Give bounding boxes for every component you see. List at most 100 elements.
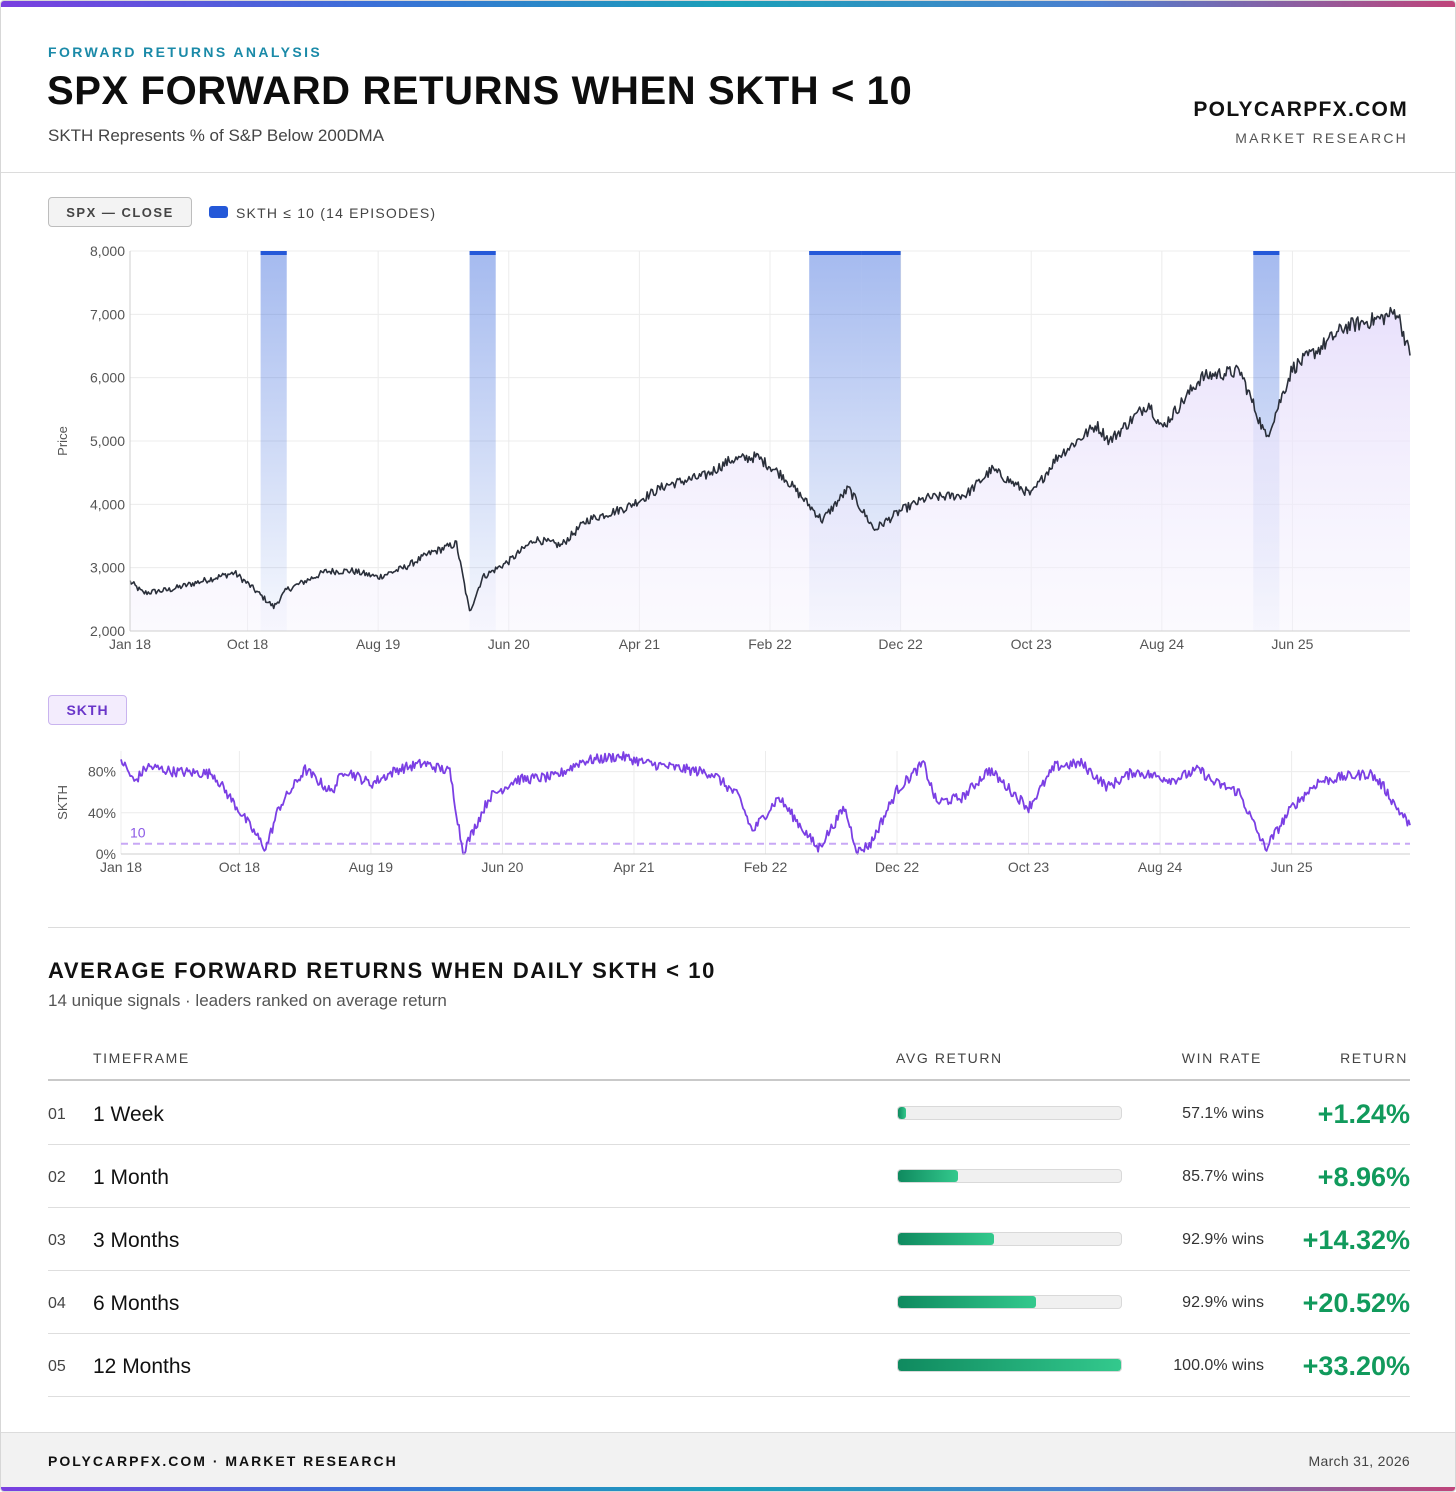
x-tick-label: Oct 23 [1008, 859, 1049, 875]
header-win-rate: WIN RATE [1181, 1050, 1262, 1066]
y-tick-label: 2,000 [90, 623, 125, 639]
avg-return-bar [897, 1232, 1122, 1246]
row-win-rate: 85.7% wins [1182, 1168, 1264, 1185]
row-return: +1.24% [1317, 1099, 1410, 1129]
y-tick-label: 7,000 [90, 306, 125, 322]
brand-subtitle: MARKET RESEARCH [1235, 130, 1408, 146]
threshold-label: 10 [130, 825, 146, 841]
header-avg-return: AVG RETURN [896, 1050, 1003, 1066]
row-rank: 04 [48, 1295, 66, 1312]
table-row: 02 1 Month 85.7% wins +8.96% [48, 1145, 1410, 1208]
page-title: SPX FORWARD RETURNS WHEN SKTH < 10 [47, 69, 913, 113]
row-win-rate: 92.9% wins [1182, 1231, 1264, 1248]
row-timeframe: 3 Months [93, 1229, 180, 1252]
skth-chart: 10 0% 40% 80% Jan 18 Oct 18 Aug 19 Jun 20 Apr 2… [55, 751, 1411, 875]
skth-episode-band-cap [469, 251, 496, 255]
skth-episode-band-cap [260, 251, 287, 255]
y-axis-label: SKTH [55, 785, 70, 820]
y-tick-label: 0% [96, 846, 116, 862]
avg-return-bar-fill [898, 1170, 959, 1182]
footer-date: March 31, 2026 [1308, 1453, 1410, 1469]
table-title: AVERAGE FORWARD RETURNS WHEN DAILY SKTH … [48, 958, 716, 983]
kicker-label: FORWARD RETURNS ANALYSIS [48, 44, 323, 60]
avg-return-bar-fill [898, 1107, 907, 1119]
row-rank: 03 [48, 1232, 66, 1249]
x-tick-label: Apr 21 [613, 859, 654, 875]
row-return: +8.96% [1317, 1162, 1410, 1192]
avg-return-bar [897, 1358, 1122, 1372]
gradient-top-bar [1, 1, 1455, 7]
x-tick-label: Aug 24 [1140, 636, 1185, 652]
row-return: +14.32% [1302, 1225, 1410, 1255]
row-return: +33.20% [1302, 1351, 1410, 1381]
row-timeframe: 1 Week [93, 1103, 164, 1126]
table-subtitle: 14 unique signals · leaders ranked on av… [48, 991, 447, 1010]
table-row: 01 1 Week 57.1% wins +1.24% [48, 1082, 1410, 1145]
y-tick-label: 6,000 [90, 370, 125, 386]
x-tick-label: Jun 25 [1271, 859, 1313, 875]
y-tick-label: 8,000 [90, 243, 125, 259]
avg-return-bar [897, 1169, 1122, 1183]
spx-price-line [129, 306, 1411, 612]
x-tick-label: Jan 18 [109, 636, 151, 652]
row-rank: 05 [48, 1358, 66, 1375]
avg-return-bar-fill [898, 1233, 995, 1245]
y-tick-label: 40% [88, 805, 116, 821]
x-tick-label: Jan 18 [100, 859, 142, 875]
x-tick-label: Oct 18 [227, 636, 268, 652]
y-tick-label: 5,000 [90, 433, 125, 449]
table-header-rule [48, 1079, 1410, 1081]
row-win-rate: 57.1% wins [1182, 1105, 1264, 1122]
episode-legend-swatch [209, 206, 228, 218]
row-win-rate: 92.9% wins [1182, 1294, 1264, 1311]
gradient-bottom-bar [1, 1487, 1455, 1491]
avg-return-bar-fill [898, 1359, 1121, 1371]
x-tick-label: Jun 25 [1271, 636, 1313, 652]
episode-legend-label: SKTH ≤ 10 (14 EPISODES) [236, 205, 437, 221]
x-tick-label: Dec 22 [875, 859, 920, 875]
skth-episode-band [469, 251, 496, 631]
skth-pill[interactable]: SKTH [48, 695, 127, 725]
x-tick-label: Apr 21 [619, 636, 660, 652]
avg-return-bar [897, 1106, 1122, 1120]
x-tick-label: Aug 24 [1138, 859, 1183, 875]
page-subtitle: SKTH Represents % of S&P Below 200DMA [48, 126, 385, 145]
brand-name: POLYCARPFX.COM [1193, 98, 1408, 121]
table-row: 04 6 Months 92.9% wins +20.52% [48, 1271, 1410, 1334]
row-return: +20.52% [1302, 1288, 1410, 1318]
skth-episode-band-cap [809, 251, 862, 255]
skth-line [120, 751, 1411, 855]
section-divider [48, 927, 1410, 928]
avg-return-bar-fill [898, 1296, 1036, 1308]
header-return: RETURN [1340, 1050, 1408, 1066]
x-tick-label: Oct 18 [219, 859, 260, 875]
skth-episode-band-cap [1253, 251, 1280, 255]
footer-brand: POLYCARPFX.COM · MARKET RESEARCH [48, 1453, 398, 1469]
row-rank: 02 [48, 1169, 66, 1186]
table-row: 03 3 Months 92.9% wins +14.32% [48, 1208, 1410, 1271]
x-tick-label: Oct 23 [1011, 636, 1052, 652]
avg-return-bar [897, 1295, 1122, 1309]
spx-close-pill[interactable]: SPX — CLOSE [48, 197, 192, 227]
table-row: 05 12 Months 100.0% wins +33.20% [48, 1334, 1410, 1397]
y-tick-label: 4,000 [90, 496, 125, 512]
x-tick-label: Aug 19 [356, 636, 401, 652]
x-tick-label: Aug 19 [349, 859, 394, 875]
row-rank: 01 [48, 1106, 66, 1123]
skth-episode-band [260, 251, 287, 631]
header-timeframe: TIMEFRAME [93, 1050, 190, 1066]
header-divider [1, 172, 1455, 173]
row-timeframe: 6 Months [93, 1292, 180, 1315]
row-timeframe: 12 Months [93, 1355, 192, 1378]
x-tick-label: Feb 22 [744, 859, 788, 875]
x-tick-label: Dec 22 [878, 636, 923, 652]
skth-episode-band-cap [861, 251, 901, 255]
footer: POLYCARPFX.COM · MARKET RESEARCH March 3… [1, 1432, 1455, 1489]
x-tick-label: Jun 20 [481, 859, 523, 875]
y-tick-label: 80% [88, 764, 116, 780]
row-win-rate: 100.0% wins [1173, 1357, 1264, 1374]
y-tick-label: 3,000 [90, 560, 125, 576]
y-axis-label: Price [55, 426, 70, 456]
x-tick-label: Feb 22 [748, 636, 792, 652]
